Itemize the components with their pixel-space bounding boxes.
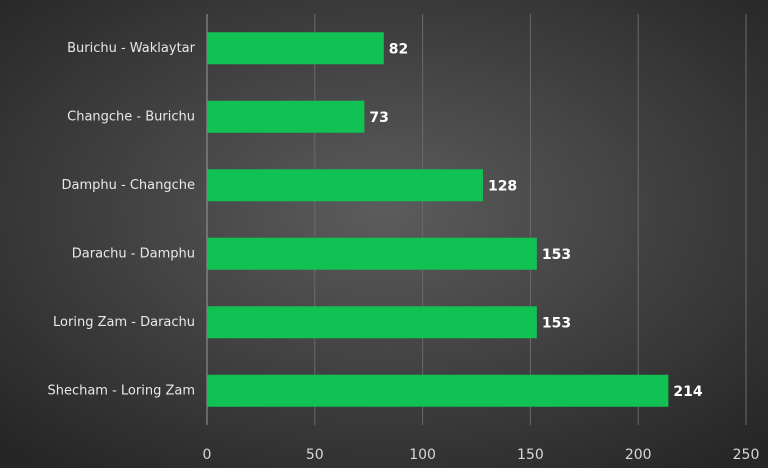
data-label: 73 bbox=[369, 110, 388, 126]
x-tick-label: 50 bbox=[306, 447, 324, 463]
bar bbox=[207, 237, 537, 270]
bar bbox=[207, 306, 537, 339]
data-label: 128 bbox=[488, 178, 517, 194]
x-tick-label: 0 bbox=[203, 447, 212, 463]
x-tick-label: 150 bbox=[517, 447, 544, 463]
bar bbox=[207, 169, 483, 202]
data-label: 82 bbox=[389, 41, 408, 57]
x-tick-label: 200 bbox=[625, 447, 652, 463]
data-label: 153 bbox=[542, 315, 571, 331]
data-label: 153 bbox=[542, 247, 571, 263]
data-label: 214 bbox=[673, 384, 702, 400]
bar bbox=[207, 374, 669, 407]
bar bbox=[207, 32, 384, 65]
y-tick-label: Darachu - Damphu bbox=[72, 246, 195, 261]
x-tick-label: 250 bbox=[733, 447, 760, 463]
x-tick-label: 100 bbox=[409, 447, 436, 463]
y-tick-label: Burichu - Waklaytar bbox=[67, 41, 196, 56]
y-tick-label: Shecham - Loring Zam bbox=[47, 383, 195, 398]
y-tick-label: Damphu - Changche bbox=[62, 178, 196, 193]
bar bbox=[207, 100, 365, 133]
y-tick-label: Loring Zam - Darachu bbox=[53, 315, 195, 330]
y-tick-label: Changche - Burichu bbox=[67, 109, 195, 124]
